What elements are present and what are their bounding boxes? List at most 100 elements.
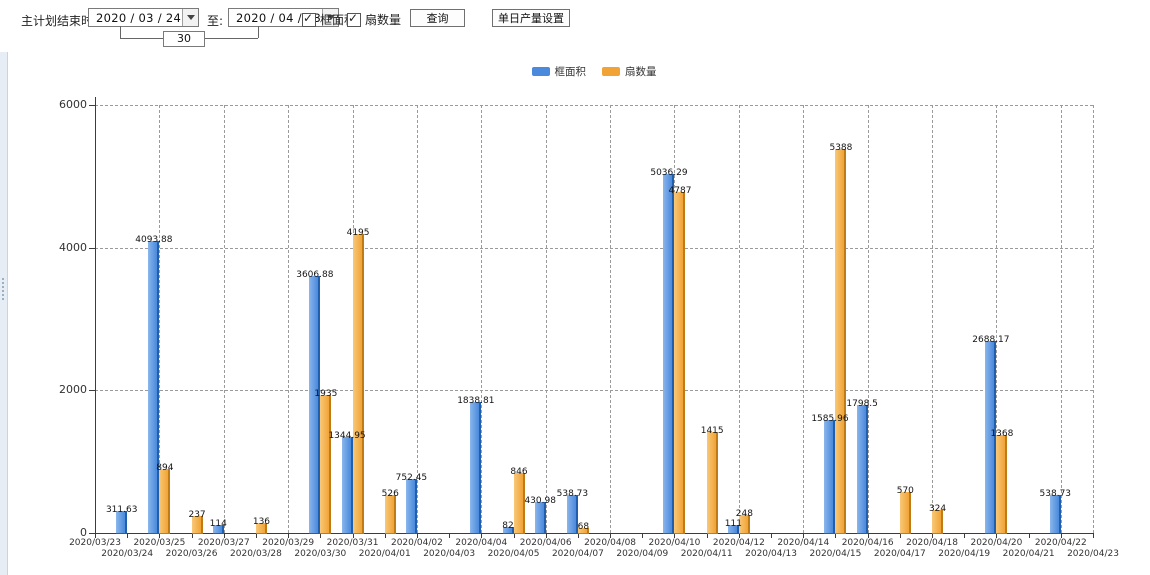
x-axis-tick bbox=[95, 534, 96, 538]
x-axis-label: 2020/03/31 bbox=[326, 538, 379, 548]
x-axis-tick bbox=[932, 534, 934, 538]
x-axis-label: 2020/03/30 bbox=[294, 549, 347, 559]
chevron-down-icon[interactable] bbox=[182, 9, 198, 26]
x-axis-label: 2020/04/18 bbox=[906, 538, 958, 548]
x-axis-tick bbox=[191, 534, 193, 538]
chart-bar-frame-area bbox=[212, 524, 224, 534]
y-axis-tick bbox=[89, 533, 95, 534]
v-gridline bbox=[803, 105, 805, 533]
bar-value-label: 311.63 bbox=[105, 504, 138, 515]
y-axis-tick bbox=[89, 247, 95, 249]
checkbox-checked-icon bbox=[347, 11, 361, 27]
bar-value-label: 237 bbox=[188, 510, 206, 521]
bar-value-label: 136 bbox=[252, 517, 271, 528]
left-panel-splitter[interactable] bbox=[0, 0, 8, 575]
sash-count-checkbox[interactable]: 扇数量 bbox=[347, 11, 401, 28]
x-axis-tick bbox=[706, 534, 708, 538]
chart-bar-frame-area bbox=[727, 525, 739, 534]
sash-count-swatch bbox=[602, 67, 620, 76]
connector-line bbox=[203, 38, 258, 39]
chart-bar-sash-count bbox=[674, 191, 686, 534]
x-axis-label: 2020/04/06 bbox=[519, 538, 572, 548]
start-date-picker[interactable]: 2020 / 03 / 24 bbox=[88, 8, 199, 27]
bar-value-label: 430.98 bbox=[524, 496, 556, 507]
days-between-input[interactable]: 30 bbox=[163, 31, 205, 47]
x-axis-tick bbox=[835, 534, 837, 538]
chart-bar-frame-area bbox=[985, 341, 997, 534]
connector-line bbox=[120, 26, 121, 38]
x-axis-label: 2020/04/23 bbox=[1067, 549, 1119, 559]
chart-bar-sash-count bbox=[738, 515, 750, 534]
bar-value-label: 82 bbox=[502, 521, 514, 532]
x-axis-tick bbox=[577, 534, 579, 538]
x-axis-label: 2020/04/22 bbox=[1034, 538, 1087, 548]
y-axis-label: 0 bbox=[80, 526, 87, 539]
x-axis-label: 2020/04/10 bbox=[648, 538, 701, 548]
bar-value-label: 3606.88 bbox=[296, 269, 334, 280]
legend-item-sash-count: 扇数量 bbox=[602, 64, 657, 79]
x-axis-label: 2020/04/09 bbox=[616, 549, 669, 559]
v-gridline bbox=[223, 105, 225, 533]
x-axis-line bbox=[95, 533, 1094, 534]
x-axis-tick bbox=[223, 534, 225, 538]
x-axis-tick bbox=[1093, 534, 1094, 538]
chart-bar-sash-count bbox=[706, 432, 718, 534]
v-gridline bbox=[1060, 105, 1062, 533]
chart-bar-sash-count bbox=[384, 495, 396, 534]
query-button[interactable]: 查询 bbox=[410, 9, 465, 27]
checkbox-checked-icon bbox=[302, 11, 316, 27]
y-axis-tick bbox=[89, 105, 95, 106]
bar-value-label: 894 bbox=[156, 463, 174, 474]
v-gridline bbox=[545, 105, 547, 533]
x-axis-label: 2020/03/27 bbox=[197, 538, 250, 548]
x-axis-label: 2020/04/02 bbox=[390, 538, 443, 548]
legend-label: 框面积 bbox=[554, 66, 587, 78]
x-axis-tick bbox=[159, 534, 161, 538]
bar-value-label: 68 bbox=[577, 522, 590, 533]
bar-value-label: 752.45 bbox=[395, 473, 428, 484]
x-axis-label: 2020/04/04 bbox=[455, 538, 508, 548]
v-gridline bbox=[738, 105, 740, 533]
frame-area-swatch bbox=[531, 67, 550, 76]
h-gridline bbox=[95, 105, 1093, 106]
y-axis-tick bbox=[89, 390, 95, 392]
chart-bar-frame-area bbox=[856, 404, 868, 534]
chart-bar-frame-area bbox=[824, 419, 836, 534]
x-axis-tick bbox=[1060, 534, 1062, 538]
splitter-grip-icon bbox=[2, 278, 4, 300]
bar-value-label: 538.73 bbox=[1039, 488, 1072, 499]
chart-bar-frame-area bbox=[566, 494, 578, 534]
x-axis-label: 2020/04/01 bbox=[358, 549, 411, 559]
bar-value-label: 1415 bbox=[700, 426, 724, 437]
x-axis-label: 2020/04/20 bbox=[970, 538, 1023, 548]
chart-bar-sash-count bbox=[932, 509, 944, 534]
chevron-down-icon[interactable] bbox=[322, 9, 338, 26]
plan-end-time-label: 主计划结束时间: bbox=[21, 14, 110, 28]
x-axis-tick bbox=[899, 534, 901, 538]
chart-bar-frame-area bbox=[1049, 494, 1061, 534]
x-axis-tick bbox=[481, 534, 483, 538]
connector-line bbox=[120, 38, 163, 39]
chart-bar-frame-area bbox=[534, 502, 546, 534]
x-axis-label: 2020/04/17 bbox=[873, 549, 926, 559]
daily-output-settings-button[interactable]: 单日产量设置 bbox=[492, 9, 570, 27]
toolbar: 主计划结束时间: 2020 / 03 / 24 至: 2020 / 04 / 2… bbox=[0, 0, 1150, 52]
y-axis-line bbox=[95, 97, 96, 533]
bar-value-label: 4195 bbox=[346, 227, 370, 238]
x-axis-label: 2020/04/21 bbox=[1002, 549, 1055, 559]
bar-value-label: 1935 bbox=[314, 388, 338, 399]
x-axis-label: 2020/04/05 bbox=[487, 549, 540, 559]
bar-value-label: 248 bbox=[735, 509, 753, 520]
chart-bar-frame-area bbox=[309, 275, 321, 534]
bar-value-label: 1838.81 bbox=[457, 395, 495, 406]
triangle-glyph bbox=[186, 15, 195, 20]
chart-bar-sash-count bbox=[159, 469, 171, 534]
triangle-glyph bbox=[326, 15, 335, 20]
x-axis-tick bbox=[996, 534, 998, 538]
chart-bar-sash-count bbox=[352, 233, 364, 534]
x-axis-tick bbox=[545, 534, 547, 538]
bar-value-label: 570 bbox=[896, 486, 914, 497]
v-gridline bbox=[996, 105, 998, 533]
x-axis-tick bbox=[964, 534, 966, 538]
